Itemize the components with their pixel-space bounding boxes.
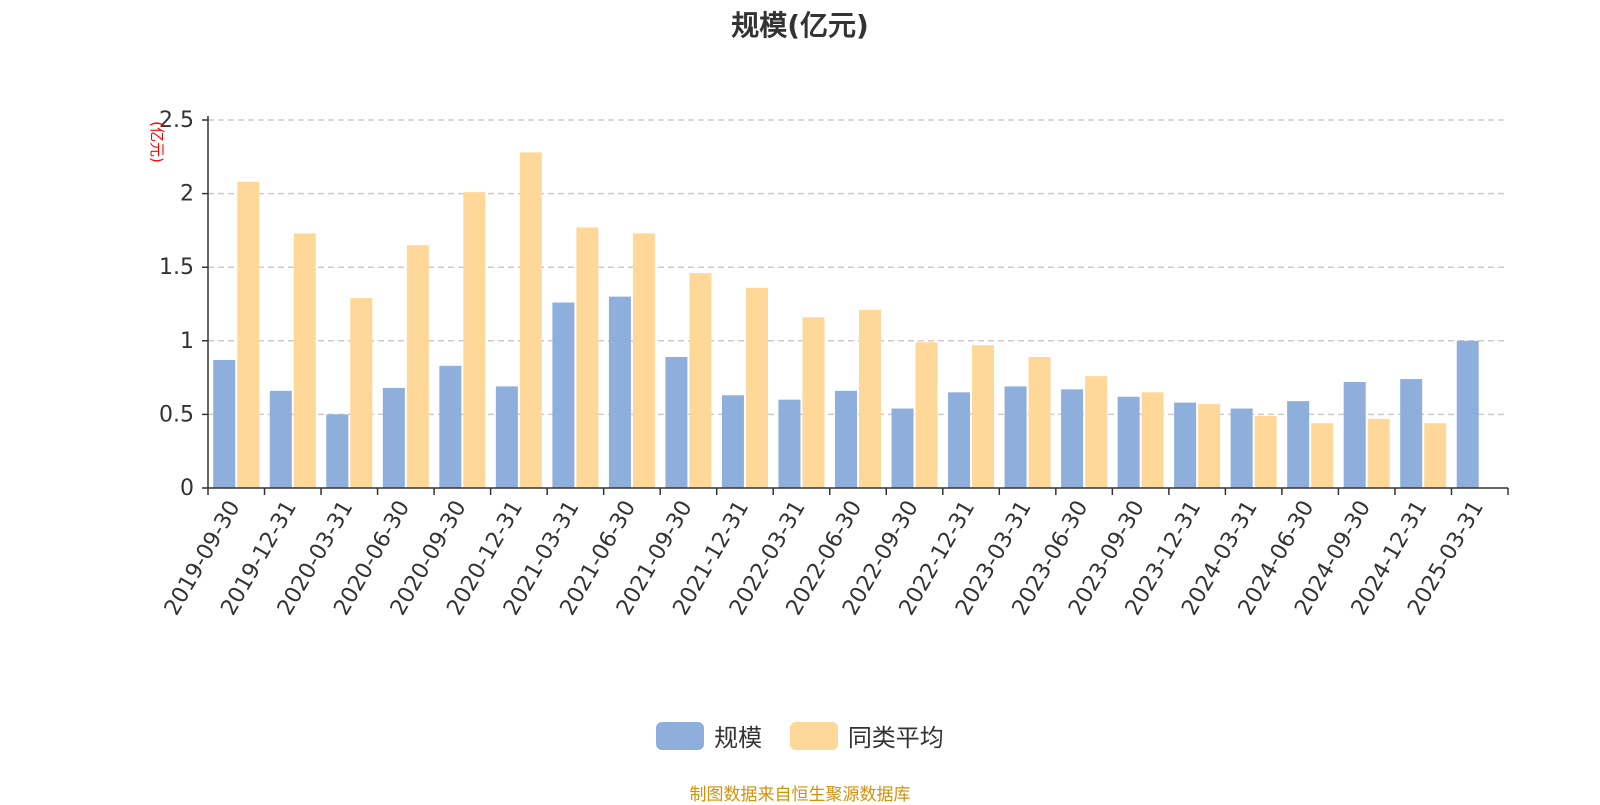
bar-peer-average[interactable] — [463, 192, 486, 489]
bar-scale[interactable] — [1004, 386, 1027, 488]
bar-scale[interactable] — [1174, 402, 1197, 488]
bars — [213, 152, 1479, 489]
bar-peer-average[interactable] — [632, 233, 655, 488]
bar-scale[interactable] — [1456, 340, 1479, 488]
y-tick-label: 2 — [180, 182, 194, 207]
y-tick-label: 1 — [180, 329, 194, 354]
bar-scale[interactable] — [382, 387, 405, 488]
source-note: 制图数据来自恒生聚源数据库 — [689, 785, 911, 805]
bar-scale[interactable] — [1061, 389, 1084, 488]
y-tick-label: 1.5 — [159, 255, 194, 280]
bar-scale[interactable] — [835, 390, 857, 488]
bar-scale[interactable] — [608, 296, 631, 488]
bar-scale[interactable] — [213, 359, 236, 488]
bar-peer-average[interactable] — [1367, 418, 1390, 488]
bar-scale[interactable] — [326, 414, 349, 488]
legend-item-scale[interactable]: 规模 — [656, 718, 762, 753]
bar-peer-average[interactable] — [576, 227, 599, 488]
bar-peer-average[interactable] — [1424, 423, 1447, 488]
legend-swatch-scale — [656, 721, 705, 750]
bar-scale[interactable] — [778, 399, 801, 488]
bar-scale[interactable] — [721, 395, 744, 488]
bar-peer-average[interactable] — [689, 273, 712, 488]
grid-lines — [208, 119, 1508, 416]
bar-scale[interactable] — [1287, 401, 1310, 488]
legend-label-scale: 规模 — [714, 724, 763, 752]
bar-peer-average[interactable] — [1141, 392, 1164, 488]
bar-scale[interactable] — [269, 390, 292, 488]
y-axis-label: (亿元) — [148, 121, 166, 163]
bar-peer-average[interactable] — [406, 245, 429, 488]
bar-scale[interactable] — [1343, 382, 1366, 488]
bar-scale[interactable] — [552, 302, 575, 488]
bar-peer-average[interactable] — [1198, 404, 1221, 488]
bar-scale[interactable] — [1117, 396, 1140, 488]
bar-peer-average[interactable] — [1028, 356, 1051, 488]
y-tick-label: 0.5 — [159, 402, 194, 427]
bar-scale[interactable] — [1230, 408, 1253, 488]
bar-peer-average[interactable] — [972, 345, 995, 488]
bar-peer-average[interactable] — [237, 181, 260, 488]
bar-scale[interactable] — [495, 386, 518, 488]
y-tick-label: 2.5 — [159, 108, 194, 133]
legend-label-peer-average: 同类平均 — [847, 724, 944, 752]
y-tick-label: 0 — [180, 476, 194, 501]
bar-peer-average[interactable] — [1311, 423, 1334, 488]
bar-scale[interactable] — [891, 408, 914, 488]
legend-item-peer-average[interactable]: 同类平均 — [789, 718, 944, 753]
bar-peer-average[interactable] — [859, 309, 881, 488]
bar-scale[interactable] — [1400, 379, 1423, 488]
legend-swatch-peer-average — [789, 721, 838, 750]
bar-peer-average[interactable] — [350, 298, 373, 488]
bar-peer-average[interactable] — [1085, 376, 1108, 488]
legend: 规模 同类平均 — [0, 718, 1600, 756]
bar-peer-average[interactable] — [915, 342, 938, 488]
chart-title: 规模(亿元) — [731, 9, 869, 42]
bar-peer-average[interactable] — [802, 317, 825, 488]
bar-scale[interactable] — [948, 392, 971, 488]
bar-peer-average[interactable] — [293, 233, 316, 488]
bar-peer-average[interactable] — [745, 287, 768, 488]
bar-scale[interactable] — [665, 356, 688, 488]
bar-scale[interactable] — [439, 365, 462, 488]
bar-peer-average[interactable] — [1254, 415, 1277, 488]
bar-peer-average[interactable] — [519, 152, 542, 488]
